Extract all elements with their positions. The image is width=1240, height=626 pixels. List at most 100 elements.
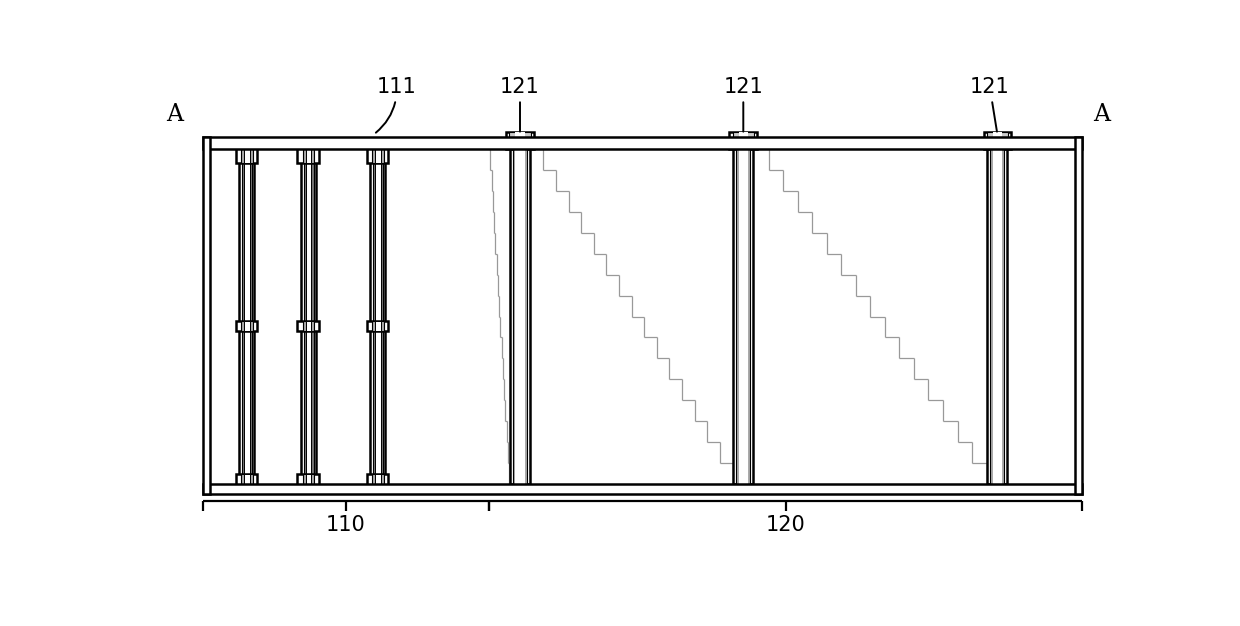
Bar <box>682 400 696 484</box>
Bar <box>827 254 842 484</box>
Bar <box>242 148 253 163</box>
Bar <box>242 148 252 485</box>
Bar <box>304 148 314 485</box>
Bar <box>303 474 315 485</box>
Bar <box>885 337 900 484</box>
Bar <box>631 317 645 484</box>
Bar <box>236 474 258 485</box>
Bar <box>492 191 494 484</box>
Bar <box>733 132 754 149</box>
Bar <box>244 321 249 331</box>
Bar <box>497 275 498 484</box>
Bar <box>569 212 582 484</box>
Bar <box>733 135 754 484</box>
Bar <box>972 463 987 484</box>
Bar <box>754 149 769 484</box>
Bar <box>739 132 748 149</box>
Bar <box>242 321 253 331</box>
Bar <box>739 135 748 484</box>
Bar <box>957 442 972 484</box>
Bar <box>501 337 502 484</box>
Bar <box>303 148 315 163</box>
Bar <box>594 254 608 484</box>
Bar <box>987 132 1008 149</box>
Text: 120: 120 <box>766 515 806 535</box>
Bar <box>203 484 1083 494</box>
Text: A: A <box>166 103 184 126</box>
Bar <box>503 379 505 484</box>
Bar <box>619 295 632 484</box>
Bar <box>506 421 507 484</box>
Bar <box>298 148 319 163</box>
Text: A: A <box>1092 103 1110 126</box>
Bar <box>372 148 383 163</box>
Bar <box>929 400 944 484</box>
Bar <box>508 463 510 484</box>
Text: 110: 110 <box>326 515 366 535</box>
Bar <box>376 474 381 485</box>
Bar <box>298 321 319 331</box>
Bar <box>367 148 388 163</box>
Bar <box>498 295 500 484</box>
Bar <box>500 317 501 484</box>
Bar <box>914 379 929 484</box>
Bar <box>606 275 620 484</box>
Bar <box>784 191 799 484</box>
Bar <box>203 136 1083 149</box>
Bar <box>306 474 311 485</box>
Bar <box>236 148 258 163</box>
Bar <box>367 474 388 485</box>
Bar <box>502 358 503 484</box>
Bar <box>516 135 525 484</box>
Bar <box>210 149 490 484</box>
Bar <box>707 442 720 484</box>
Bar <box>993 135 1002 484</box>
Bar <box>694 421 708 484</box>
Bar <box>242 474 253 485</box>
Bar <box>306 321 311 331</box>
Bar <box>496 254 497 484</box>
Bar <box>737 135 750 484</box>
Bar <box>991 135 1004 484</box>
Bar <box>812 233 827 484</box>
Bar <box>494 212 495 484</box>
Bar <box>870 317 885 484</box>
Bar <box>490 149 491 484</box>
Bar <box>244 148 249 163</box>
Text: 121: 121 <box>500 76 539 131</box>
Bar <box>372 474 383 485</box>
Bar <box>1075 136 1083 494</box>
Bar <box>899 358 915 484</box>
Bar <box>729 132 758 149</box>
Bar <box>373 148 383 485</box>
Bar <box>210 149 1075 484</box>
Bar <box>244 148 249 485</box>
Bar <box>306 148 311 485</box>
Bar <box>203 136 210 494</box>
Bar <box>306 148 311 163</box>
Bar <box>797 212 813 484</box>
Bar <box>376 321 381 331</box>
Text: 121: 121 <box>723 76 763 131</box>
Bar <box>376 148 381 485</box>
Bar <box>769 170 784 484</box>
Bar <box>367 321 388 331</box>
Bar <box>510 132 531 149</box>
Bar <box>370 148 386 485</box>
Bar <box>516 132 525 149</box>
Bar <box>244 474 249 485</box>
Bar <box>298 474 319 485</box>
Bar <box>987 135 1007 484</box>
Bar <box>372 321 383 331</box>
Bar <box>556 191 569 484</box>
Bar <box>993 132 1002 149</box>
Bar <box>236 321 258 331</box>
Bar <box>510 135 529 484</box>
Bar <box>491 170 492 484</box>
Bar <box>376 148 381 163</box>
Bar <box>303 321 315 331</box>
Bar <box>505 400 506 484</box>
Bar <box>239 148 254 485</box>
Bar <box>657 358 670 484</box>
Bar <box>720 463 733 484</box>
